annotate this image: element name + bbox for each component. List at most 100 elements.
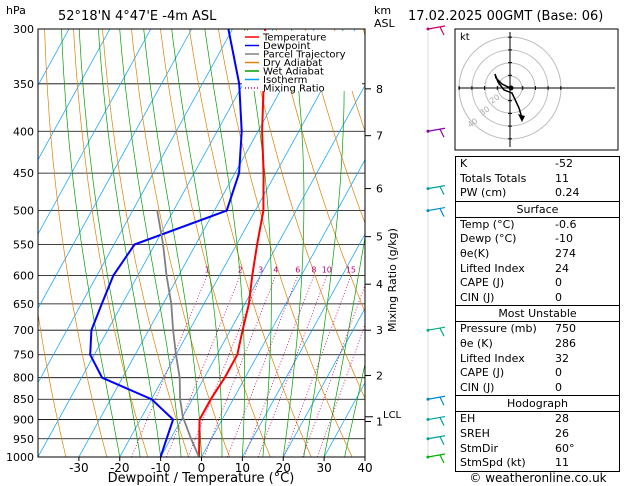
wet-adiabat bbox=[303, 29, 345, 457]
index-label: PW (cm) bbox=[460, 186, 507, 200]
index-label: SREH bbox=[460, 426, 490, 440]
index-row: CIN (J) 0 bbox=[456, 291, 619, 306]
pressure-tick-label: 450 bbox=[13, 167, 34, 180]
mixing-ratio-label: 3 bbox=[258, 265, 263, 274]
index-value: -0.6 bbox=[555, 217, 577, 231]
wet-adiabat bbox=[78, 29, 141, 457]
mixing-ratio-label: 15 bbox=[346, 265, 356, 274]
hodograph-unit: kt bbox=[460, 32, 470, 43]
index-row: PW (cm) 0.24 bbox=[456, 186, 619, 201]
legend-label: Wet Adiabat bbox=[263, 67, 324, 78]
index-row: SREH 26 bbox=[456, 427, 619, 442]
index-value: -10 bbox=[555, 232, 573, 246]
profile-parcel-trajectory bbox=[156, 210, 200, 457]
index-label: CAPE (J) bbox=[460, 366, 505, 380]
pressure-tick-label: 850 bbox=[13, 393, 34, 406]
pressure-tick-label: 600 bbox=[13, 269, 34, 282]
wind-barb bbox=[427, 207, 446, 212]
mixing-ratio-line bbox=[302, 284, 365, 457]
index-row: Lifted Index 24 bbox=[456, 262, 619, 277]
y-axis-unit: hPa bbox=[6, 4, 26, 17]
index-label: Dewp (°C) bbox=[460, 232, 517, 246]
index-row: K -52 bbox=[456, 157, 619, 172]
isotherm-line bbox=[38, 29, 233, 384]
index-row: Dewp (°C) -10 bbox=[456, 232, 619, 247]
wet-adiabat bbox=[244, 29, 272, 457]
index-row: Temp (°C) -0.6 bbox=[456, 218, 619, 233]
location-title: 52°18'N 4°47'E -4m ASL bbox=[58, 9, 217, 24]
mixing-ratio-line bbox=[226, 275, 299, 457]
index-label: Temp (°C) bbox=[460, 217, 515, 231]
km-tick-label: 8 bbox=[376, 83, 383, 96]
index-row: θe(K) 274 bbox=[456, 247, 619, 262]
km-tick-label: 6 bbox=[376, 183, 383, 196]
isotherm-line bbox=[38, 29, 152, 235]
legend-label: Dry Adiabat bbox=[263, 58, 322, 69]
legend-label: Dewpoint bbox=[263, 41, 311, 52]
x-tick-label: 0 bbox=[198, 461, 206, 475]
wind-barb bbox=[427, 127, 446, 132]
index-label: CIN (J) bbox=[460, 380, 495, 394]
isotherm-line bbox=[38, 29, 274, 457]
profile-dewpoint bbox=[89, 29, 243, 457]
mixing-ratio-axis-label: Mixing Ratio (g/kg) bbox=[386, 228, 399, 332]
km-tick-label: 2 bbox=[376, 369, 383, 382]
isotherm-line bbox=[38, 29, 70, 87]
index-label: Pressure (mb) bbox=[460, 322, 537, 336]
index-row: EH 28 bbox=[456, 412, 619, 427]
mixing-ratio-label: 6 bbox=[295, 265, 300, 274]
wind-barb bbox=[427, 395, 446, 400]
x-tick-label: 10 bbox=[235, 461, 250, 475]
x-tick-label: -10 bbox=[151, 461, 171, 475]
wet-adiabat bbox=[204, 29, 245, 457]
index-value: 11 bbox=[555, 456, 569, 470]
hodograph-trace bbox=[494, 73, 523, 119]
x-tick-label: 30 bbox=[316, 461, 331, 475]
index-label: Lifted Index bbox=[460, 261, 525, 275]
index-value: 11 bbox=[555, 171, 569, 185]
most-unstable-header: Most Unstable bbox=[456, 305, 619, 323]
index-row: StmSpd (kt) 11 bbox=[456, 456, 619, 471]
wind-barb bbox=[427, 185, 446, 190]
index-label: EH bbox=[460, 412, 476, 426]
index-value: 24 bbox=[555, 261, 569, 275]
index-label: StmSpd (kt) bbox=[460, 456, 526, 470]
dry-adiabat bbox=[304, 29, 365, 225]
asl-unit: ASL bbox=[374, 17, 396, 30]
index-row: θe (K) 286 bbox=[456, 337, 619, 352]
wind-barb bbox=[427, 25, 446, 30]
mixing-ratio-line bbox=[203, 275, 277, 457]
index-value: 0 bbox=[555, 380, 562, 394]
index-label: Totals Totals bbox=[460, 171, 527, 185]
pressure-tick-label: 750 bbox=[13, 349, 34, 362]
wind-barb bbox=[427, 326, 446, 331]
mixing-ratio-line bbox=[283, 275, 352, 457]
surface-header: Surface bbox=[456, 200, 619, 218]
mixing-ratio-label: 1 bbox=[205, 265, 210, 274]
index-label: θe (K) bbox=[460, 336, 493, 350]
dry-adiabat bbox=[73, 29, 149, 457]
mixing-ratio-line bbox=[317, 323, 365, 457]
legend-label: Parcel Trajectory bbox=[263, 50, 346, 61]
index-value: 750 bbox=[555, 322, 576, 336]
pressure-tick-label: 1000 bbox=[6, 451, 34, 464]
index-value: 274 bbox=[555, 246, 576, 260]
isotherm-line bbox=[201, 159, 365, 457]
isotherm-line bbox=[242, 233, 365, 457]
wind-barb bbox=[427, 435, 446, 440]
dry-adiabat bbox=[275, 29, 365, 313]
storm-motion-marker bbox=[518, 114, 525, 122]
index-label: CIN (J) bbox=[460, 290, 495, 304]
index-value: 0 bbox=[555, 290, 562, 304]
index-row: StmDir 60° bbox=[456, 442, 619, 457]
wet-adiabat bbox=[143, 29, 202, 457]
index-value: 286 bbox=[555, 336, 576, 350]
pressure-tick-label: 500 bbox=[13, 205, 34, 218]
pressure-tick-label: 700 bbox=[13, 324, 34, 337]
index-row: Lifted Index 32 bbox=[456, 352, 619, 367]
index-label: CAPE (J) bbox=[460, 276, 505, 290]
mixing-ratio-line bbox=[244, 275, 315, 457]
index-label: θe(K) bbox=[460, 246, 490, 260]
pressure-tick-label: 550 bbox=[13, 238, 34, 251]
